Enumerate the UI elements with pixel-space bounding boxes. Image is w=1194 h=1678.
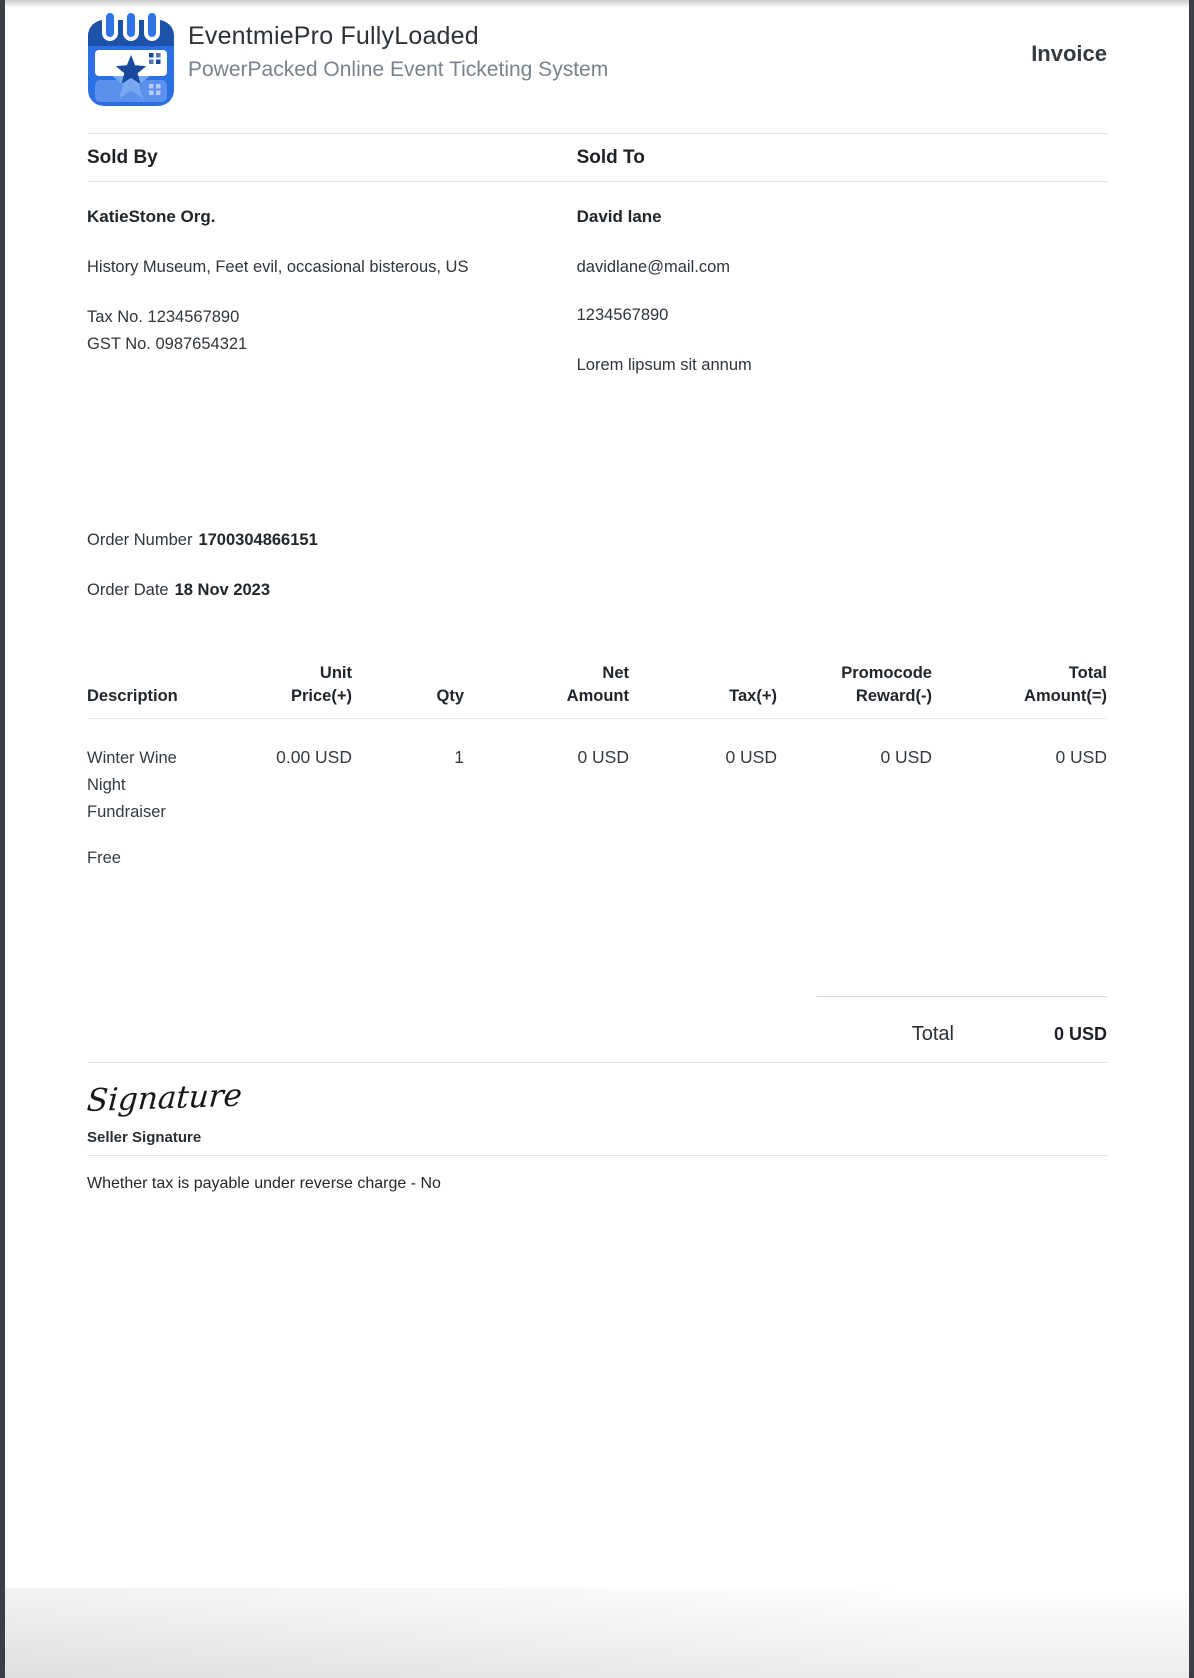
col-unit-price: Unit Price(+) (237, 662, 352, 719)
sold-to-section: David lane davidlane@mail.com 1234567890… (577, 182, 1107, 376)
order-info: Order Number 1700304866151 Order Date 18 N… (87, 529, 1107, 601)
col-tax: Tax(+) (629, 662, 777, 719)
brand: EventmiePro FullyLoaded PowerPacked Onli… (87, 8, 608, 107)
reverse-charge-note: Whether tax is payable under reverse cha… (87, 1175, 441, 1192)
seller-gst-no: GST No. 0987654321 (87, 335, 248, 353)
buyer-name: David lane (576, 207, 662, 226)
order-date-value: 18 Nov 2023 (174, 581, 271, 599)
brand-title: EventmiePro FullyLoaded (188, 22, 479, 50)
sold-to-heading: Sold To (576, 147, 645, 168)
cell-qty: 1 (454, 747, 464, 767)
total-row: Total 0 USD (87, 1021, 1107, 1047)
invoice-title: Invoice (1031, 40, 1107, 66)
seller-tax-no: Tax No. 1234567890 (87, 308, 240, 326)
seller-address: History Museum, Feet evil, occasional bi… (87, 258, 469, 276)
items-table-header: Description Unit Price(+) Qty Net Amount (87, 662, 1107, 719)
seller-name: KatieStone Org. (87, 207, 216, 226)
sold-by-section: KatieStone Org. History Museum, Feet evi… (87, 182, 577, 376)
calendar-star-logo-icon (87, 8, 175, 107)
cell-description: Winter Wine Night Fundraiser Free (87, 719, 237, 870)
buyer-note: Lorem lipsum sit annum (576, 356, 752, 374)
sold-by-heading: Sold By (87, 147, 158, 168)
brand-subtitle: PowerPacked Online Event Ticketing Syste… (188, 58, 609, 81)
cell-total-amount: 0 USD (1055, 747, 1107, 767)
party-headings: Sold By Sold To (87, 134, 1107, 182)
brand-text: EventmiePro FullyLoaded PowerPacked Onli… (188, 8, 608, 82)
col-description: Description (87, 662, 237, 719)
cell-promocode-reward: 0 USD (880, 747, 932, 767)
invoice-page: EventmiePro FullyLoaded PowerPacked Onli… (5, 0, 1189, 1678)
seller-signature-label: Seller Signature (87, 1129, 202, 1146)
order-date-line: Order Date 18 Nov 2023 (87, 579, 1107, 601)
col-qty: Qty (352, 662, 464, 719)
seller-tax-block: Tax No. 1234567890 GST No. 0987654321 (87, 304, 577, 358)
buyer-phone: 1234567890 (576, 306, 669, 324)
totals-bottom-divider (87, 1062, 1107, 1063)
signature-divider (87, 1155, 1107, 1156)
ticket-name: Free (87, 849, 121, 867)
col-total-amount: Total Amount(=) (932, 662, 1107, 719)
order-number-line: Order Number 1700304866151 (87, 529, 1107, 551)
col-net-amount: Net Amount (464, 662, 629, 719)
cell-tax: 0 USD (725, 747, 777, 767)
total-divider (817, 996, 1107, 997)
cell-unit-price: 0.00 USD (276, 747, 352, 767)
seller-signature-script: Signature (85, 1077, 244, 1120)
items-table: Description Unit Price(+) Qty Net Amount (87, 662, 1107, 869)
buyer-email: davidlane@mail.com (576, 258, 730, 276)
order-number-label: Order Number (87, 531, 193, 549)
table-row: Winter Wine Night Fundraiser Free 0.00 U… (87, 719, 1107, 870)
col-promocode-reward: Promocode Reward(-) (777, 662, 932, 719)
party-details: KatieStone Org. History Museum, Feet evi… (87, 182, 1107, 376)
header-divider (87, 133, 1107, 134)
cell-net-amount: 0 USD (577, 747, 629, 767)
order-date-label: Order Date (87, 581, 169, 599)
order-number-value: 1700304866151 (198, 531, 318, 549)
total-value: 0 USD (1053, 1024, 1107, 1044)
event-name: Winter Wine Night Fundraiser (87, 749, 177, 821)
total-label: Total (911, 1023, 954, 1045)
invoice-header: EventmiePro FullyLoaded PowerPacked Onli… (87, 8, 1107, 107)
